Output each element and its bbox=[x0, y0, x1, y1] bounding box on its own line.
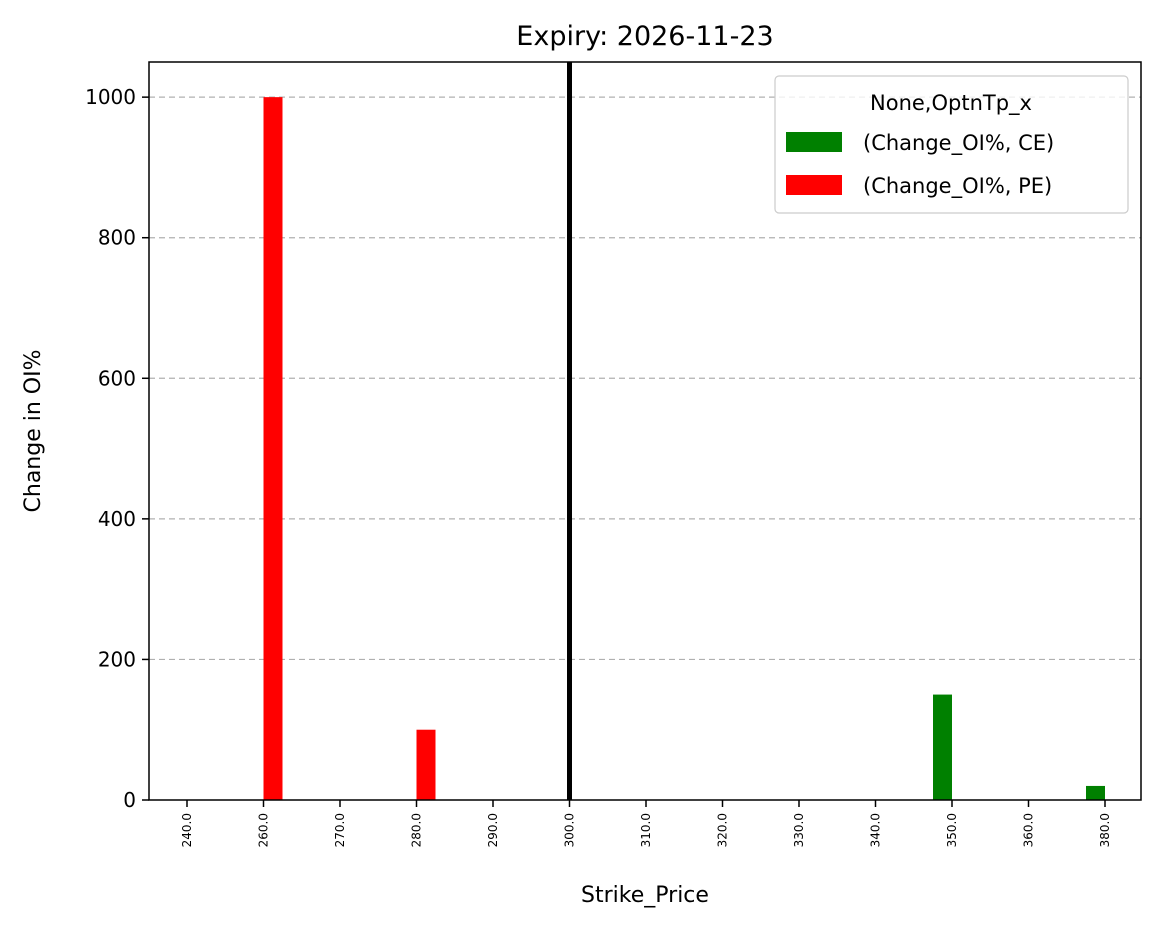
x-tick-label: 310.0 bbox=[639, 813, 653, 847]
y-tick-label: 1000 bbox=[85, 85, 136, 109]
legend-label-ce: (Change_OI%, CE) bbox=[863, 131, 1054, 156]
x-tick-label: 360.0 bbox=[1022, 813, 1036, 847]
legend-swatch-pe bbox=[786, 175, 842, 195]
bar-ce-350.0 bbox=[933, 694, 952, 800]
grid-layer bbox=[149, 96, 1141, 661]
y-tick-label: 800 bbox=[98, 226, 136, 250]
bar-ce-380.0 bbox=[1086, 785, 1105, 800]
y-axis-label: Change in OI% bbox=[21, 350, 46, 513]
legend-title: None,OptnTp_x bbox=[870, 91, 1032, 116]
chart-title: Expiry: 2026-11-23 bbox=[516, 21, 773, 52]
y-tick-label: 0 bbox=[123, 788, 136, 812]
legend-box bbox=[774, 75, 1129, 214]
x-tick-label: 240.0 bbox=[180, 813, 194, 847]
legend: None,OptnTp_x (Change_OI%, CE) (Change_OI%… bbox=[774, 75, 1129, 214]
bars-layer bbox=[263, 97, 1105, 800]
y-axis: 0 200 400 600 800 1000 bbox=[85, 85, 149, 812]
x-tick-label: 320.0 bbox=[716, 813, 730, 847]
bar-pe-280.0 bbox=[416, 729, 436, 800]
bar-pe-260.0 bbox=[263, 97, 283, 800]
x-axis-label: Strike_Price bbox=[581, 883, 709, 908]
x-tick-label: 350.0 bbox=[945, 813, 959, 847]
x-tick-label: 290.0 bbox=[486, 813, 500, 847]
y-tick-label: 400 bbox=[98, 507, 136, 531]
x-tick-label: 330.0 bbox=[792, 813, 806, 847]
x-axis: 240.0 260.0 270.0 280.0 290.0 300.0 310.0 320.0… bbox=[180, 800, 1112, 847]
y-tick-label: 200 bbox=[98, 647, 136, 671]
x-tick-label: 380.0 bbox=[1098, 813, 1112, 847]
legend-swatch-ce bbox=[786, 132, 842, 152]
x-tick-label: 340.0 bbox=[869, 813, 883, 847]
legend-label-pe: (Change_OI%, PE) bbox=[863, 174, 1052, 199]
plot-frame bbox=[148, 61, 1142, 801]
x-tick-label: 300.0 bbox=[563, 813, 577, 847]
x-tick-label: 260.0 bbox=[257, 813, 271, 847]
y-tick-label: 600 bbox=[98, 366, 136, 390]
x-tick-label: 270.0 bbox=[333, 813, 347, 847]
x-tick-label: 280.0 bbox=[410, 813, 424, 847]
